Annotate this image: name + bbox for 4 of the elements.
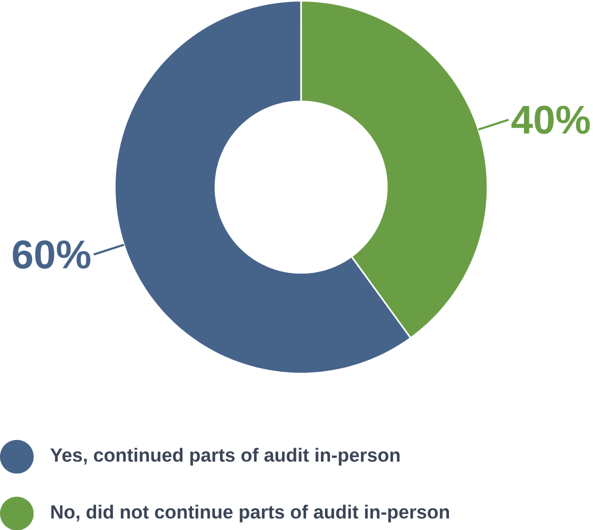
data-label: 60% — [12, 240, 90, 268]
legend-label: Yes, continued parts of audit in-person — [50, 448, 400, 466]
data-label: 40% — [511, 105, 590, 134]
legend-label: No, did not continue parts of audit in-person — [51, 504, 449, 522]
